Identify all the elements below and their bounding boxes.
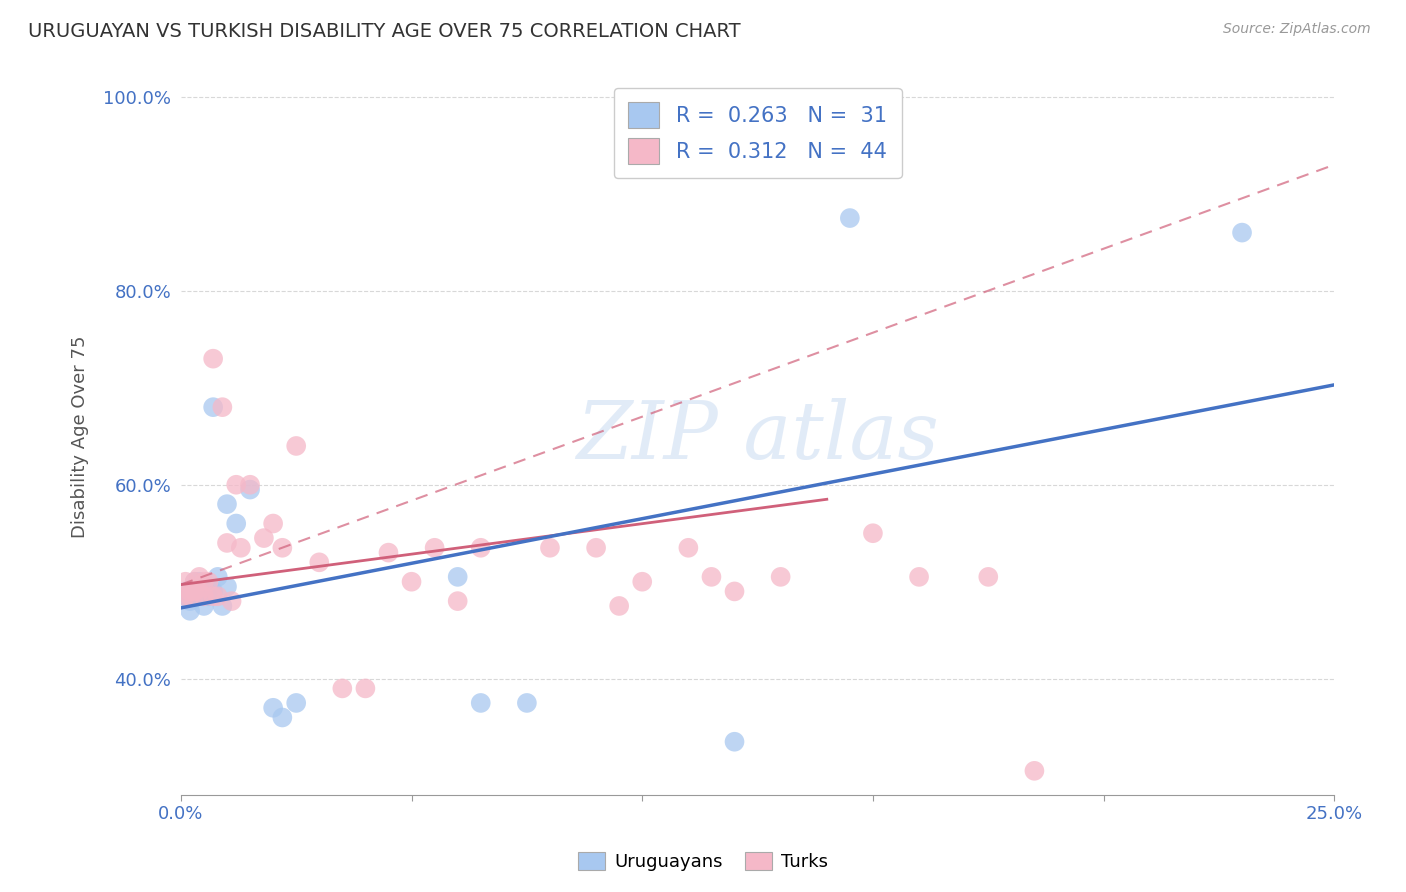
Point xyxy=(183,574,205,589)
Point xyxy=(401,574,423,589)
Legend: Uruguayans, Turks: Uruguayans, Turks xyxy=(571,845,835,879)
Point xyxy=(271,710,294,724)
Point xyxy=(174,584,197,599)
Point xyxy=(183,584,205,599)
Point xyxy=(197,589,219,603)
Point xyxy=(179,584,201,599)
Point xyxy=(239,477,262,491)
Point xyxy=(202,589,225,603)
Point xyxy=(262,700,284,714)
Point xyxy=(1230,226,1253,240)
Point xyxy=(285,696,308,710)
Point xyxy=(225,516,247,531)
Point xyxy=(183,589,205,603)
Point xyxy=(183,580,205,594)
Point xyxy=(183,574,205,589)
Point xyxy=(585,541,607,555)
Point xyxy=(253,531,276,545)
Point xyxy=(631,574,654,589)
Point xyxy=(197,574,219,589)
Point xyxy=(179,594,201,608)
Point xyxy=(308,555,330,569)
Point xyxy=(197,584,219,599)
Point xyxy=(188,589,211,603)
Point xyxy=(908,570,931,584)
Point xyxy=(179,604,201,618)
Text: Source: ZipAtlas.com: Source: ZipAtlas.com xyxy=(1223,22,1371,37)
Point xyxy=(174,589,197,603)
Point xyxy=(447,594,470,608)
Point xyxy=(193,589,215,603)
Point xyxy=(215,580,238,594)
Point xyxy=(423,541,446,555)
Point xyxy=(239,483,262,497)
Point xyxy=(700,570,723,584)
Point xyxy=(262,516,284,531)
Point xyxy=(174,574,197,589)
Point xyxy=(354,681,377,696)
Y-axis label: Disability Age Over 75: Disability Age Over 75 xyxy=(72,335,89,538)
Point xyxy=(607,599,630,613)
Point xyxy=(207,570,229,584)
Point xyxy=(193,580,215,594)
Point xyxy=(188,574,211,589)
Point xyxy=(193,589,215,603)
Point xyxy=(330,681,353,696)
Point xyxy=(215,536,238,550)
Point xyxy=(538,541,561,555)
Point xyxy=(202,584,225,599)
Point xyxy=(271,541,294,555)
Point xyxy=(174,589,197,603)
Text: URUGUAYAN VS TURKISH DISABILITY AGE OVER 75 CORRELATION CHART: URUGUAYAN VS TURKISH DISABILITY AGE OVER… xyxy=(28,22,741,41)
Point xyxy=(470,541,492,555)
Point xyxy=(188,570,211,584)
Point xyxy=(678,541,700,555)
Point xyxy=(193,599,215,613)
Point xyxy=(977,570,1000,584)
Point xyxy=(229,541,252,555)
Point xyxy=(1024,764,1046,778)
Point xyxy=(202,400,225,414)
Point xyxy=(516,696,538,710)
Point xyxy=(769,570,792,584)
Point xyxy=(221,594,243,608)
Point xyxy=(193,574,215,589)
Point xyxy=(202,351,225,366)
Legend: R =  0.263   N =  31, R =  0.312   N =  44: R = 0.263 N = 31, R = 0.312 N = 44 xyxy=(613,87,901,178)
Point xyxy=(723,735,745,749)
Point xyxy=(723,584,745,599)
Point xyxy=(447,570,470,584)
Point xyxy=(838,211,860,225)
Point xyxy=(215,497,238,511)
Point xyxy=(862,526,884,541)
Point xyxy=(211,400,233,414)
Text: ZIP atlas: ZIP atlas xyxy=(576,398,939,475)
Point xyxy=(377,546,399,560)
Point xyxy=(285,439,308,453)
Point xyxy=(179,589,201,603)
Point xyxy=(470,696,492,710)
Point xyxy=(225,477,247,491)
Point xyxy=(211,599,233,613)
Point xyxy=(207,589,229,603)
Point xyxy=(188,584,211,599)
